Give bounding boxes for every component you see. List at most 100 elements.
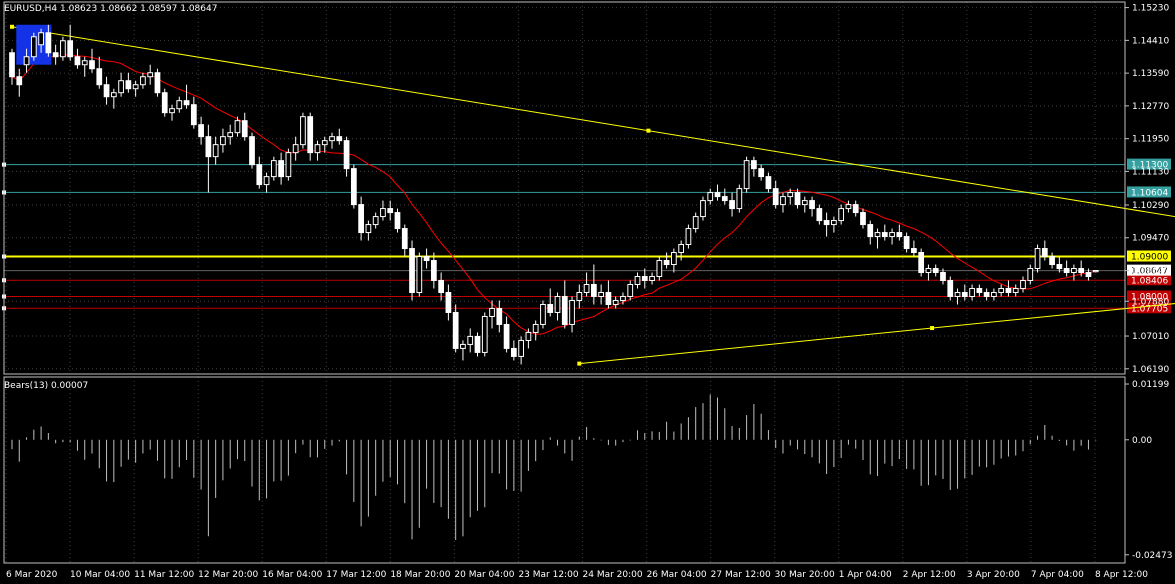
time-tick-label: 30 Mar 20:00 [775,570,835,580]
candle-body [336,136,343,142]
candle-body [372,216,379,226]
candle-body [241,120,248,138]
candle-body [212,144,219,158]
candle-body [125,80,132,90]
candle-body [60,40,66,58]
candle-body [874,232,881,238]
candle-body [576,291,583,301]
candle-body [620,295,626,301]
candle-body [1027,268,1034,282]
trendline [579,303,1175,365]
candle-body [532,323,539,333]
candle-body [656,260,663,278]
current-price-label: 1.08647 [1131,267,1168,277]
candle-body [678,244,685,254]
candle-body [751,160,757,170]
candle-body [714,192,721,198]
candle-body [569,299,575,325]
candle-body [220,136,226,146]
trendline-handle [930,326,935,331]
price-level-tag-label: 1.07705 [1131,304,1168,314]
candle-body [961,291,968,297]
candle-body [1020,280,1026,289]
candle-body [503,323,510,349]
candle-body [183,100,190,106]
trendline-handle [646,128,651,133]
time-tick-label: 18 Mar 20:00 [390,570,450,580]
price-tick-label: 1.13590 [1132,69,1169,79]
time-tick-label: 10 Mar 04:00 [70,570,130,580]
candle-body [300,116,306,146]
time-axis: 6 Mar 2020 10 Mar 04:00 11 Mar 12:00 12 Mar… [6,570,1148,580]
candle-body [96,68,103,86]
time-tick-label: 6 Mar 2020 [6,570,58,580]
candle-body [176,100,183,110]
candle-body [467,335,474,345]
candle-body [1005,287,1012,293]
candle-body [932,268,939,274]
candle-body [481,315,488,353]
candle-body [23,56,30,66]
candle-body [38,32,44,46]
candle-body [343,140,350,170]
candle-body [292,144,299,154]
candles [9,24,1099,365]
candle-body [707,192,714,202]
candle-body [918,252,925,274]
candle-body [736,188,743,210]
candle-body [561,295,568,325]
candle-body [831,220,837,226]
indicator-panel-frame [3,376,1126,564]
candle-body [540,303,546,325]
price-level-tag [1127,274,1171,286]
candle-body [663,260,670,266]
candle-body [140,76,146,86]
time-tick-label: 26 Mar 04:00 [647,570,707,580]
price-level-tag [1127,158,1171,170]
candle-body [1049,256,1055,266]
candle-body [358,204,364,234]
candle-body [263,176,270,186]
candle-body [612,299,619,305]
chart-frame [3,1,1126,564]
candle-body [852,204,859,214]
candle-body [438,280,444,293]
candle-body [758,168,765,178]
candle-body [74,56,81,66]
trendlines[interactable] [10,24,1175,366]
price-level-tag [1127,186,1171,198]
candle-body [1078,268,1085,274]
symbol-timeframe: EURUSD,H4 [4,4,58,14]
candle-body [103,84,110,98]
time-tick-label: 12 Mar 20:00 [198,570,258,580]
candle-body [1063,268,1070,274]
candle-body [256,164,263,186]
price-level-tag [1127,302,1171,314]
candle-body [365,224,372,234]
candle-body [940,272,946,282]
candle-body [743,160,750,190]
candle-body [554,295,561,313]
ma-line [11,54,1096,335]
candle-body [583,283,590,293]
candle-body [350,168,357,206]
indicator-label: Bears(13) 0.00007 [4,381,89,391]
candle-body [794,192,801,206]
candle-body [700,200,706,218]
candle-body [89,60,95,70]
candle-body [16,76,23,86]
candle-body [721,196,728,202]
time-tick-label: 24 Mar 20:00 [583,570,643,580]
candle-body [496,307,503,325]
price-level-tag-label: 1.09000 [1131,253,1168,263]
candle-body [896,232,903,238]
candle-body [838,208,845,222]
price-tick-label: 1.07880 [1132,297,1169,307]
candle-body [430,260,437,282]
candle-body [234,120,241,134]
candle-body [889,232,895,238]
candle-body [387,208,394,214]
candle-body [903,236,910,250]
candle-body [81,60,88,66]
